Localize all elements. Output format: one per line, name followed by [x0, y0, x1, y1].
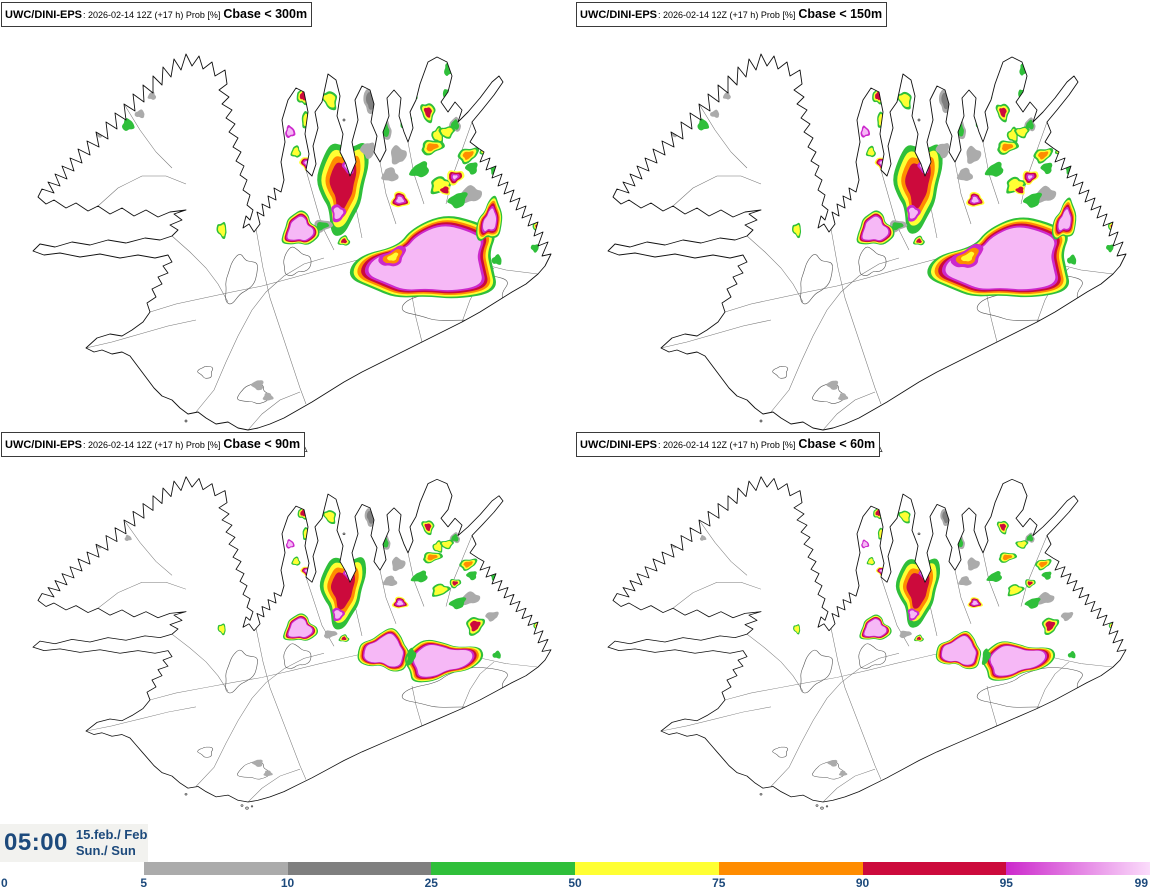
colorbar-segment: [718, 862, 863, 875]
valid-time-box: 05:00 15.feb./ Feb Sun./ Sun: [0, 824, 148, 862]
valid-time: 05:00: [4, 829, 68, 856]
colorbar-tick-label: 10: [280, 876, 295, 890]
colorbar-tick-label: 0: [1, 876, 8, 890]
map-panel-cbase-90m: UWC/DINI-EPS: 2026-02-14 12Z (+17 h) Pro…: [0, 430, 575, 815]
iceland-map: [32, 19, 552, 439]
colorbar-tick-label: 75: [712, 876, 726, 890]
run-info: : 2026-02-14 12Z (+17 h) Prob [%]: [658, 10, 796, 20]
map-panel-cbase-60m: UWC/DINI-EPS: 2026-02-14 12Z (+17 h) Pro…: [575, 430, 1150, 815]
run-info: : 2026-02-14 12Z (+17 h) Prob [%]: [83, 440, 221, 450]
threshold-label: Cbase < 300m: [223, 7, 308, 21]
colorbar-tick-label: 25: [424, 876, 438, 890]
threshold-label: Cbase < 150m: [798, 7, 883, 21]
run-info: : 2026-02-14 12Z (+17 h) Prob [%]: [83, 10, 221, 20]
threshold-label: Cbase < 90m: [223, 437, 301, 451]
iceland-map: [607, 19, 1127, 439]
panel-title-box: UWC/DINI-EPS: 2026-02-14 12Z (+17 h) Pro…: [576, 432, 881, 457]
colorbar-tick-label: 50: [568, 876, 582, 890]
threshold-label: Cbase < 60m: [798, 437, 876, 451]
map-panel-cbase-150m: UWC/DINI-EPS: 2026-02-14 12Z (+17 h) Pro…: [575, 0, 1150, 445]
iceland-map: [607, 446, 1127, 810]
colorbar-segment: [575, 862, 719, 875]
panel-title-box: UWC/DINI-EPS: 2026-02-14 12Z (+17 h) Pro…: [576, 2, 888, 27]
colorbar-tick-label: 5: [140, 876, 148, 890]
colorbar-tick-label: 90: [855, 876, 870, 890]
colorbar-tick-labels: 0 5 10 25 50 75 90 95 99: [0, 876, 1150, 891]
panel-title-box: UWC/DINI-EPS: 2026-02-14 12Z (+17 h) Pro…: [1, 2, 313, 27]
colorbar-segment: [143, 862, 288, 875]
colorbar-tick-label: 95: [999, 876, 1013, 890]
model-name: UWC/DINI-EPS: [5, 9, 82, 21]
colorbar-tick-label: 99: [1134, 876, 1148, 890]
colorbar-segment: [1006, 862, 1150, 875]
model-name: UWC/DINI-EPS: [580, 439, 657, 451]
colorbar-segment: [0, 862, 144, 875]
colorbar-segment: [862, 862, 1007, 875]
run-info: : 2026-02-14 12Z (+17 h) Prob [%]: [658, 440, 796, 450]
colorbar-segment: [287, 862, 432, 875]
colorbar-segment: [431, 862, 575, 875]
model-name: UWC/DINI-EPS: [580, 9, 657, 21]
probability-colorbar: [0, 862, 1150, 875]
valid-date-line1: 15.feb./ Feb: [75, 827, 148, 843]
map-panel-cbase-300m: UWC/DINI-EPS: 2026-02-14 12Z (+17 h) Pro…: [0, 0, 575, 445]
iceland-map: [32, 446, 552, 810]
valid-date: 15.feb./ Feb Sun./ Sun: [76, 827, 148, 858]
panel-title-box: UWC/DINI-EPS: 2026-02-14 12Z (+17 h) Pro…: [1, 432, 306, 457]
valid-date-line2: Sun./ Sun: [75, 843, 136, 858]
model-name: UWC/DINI-EPS: [5, 439, 82, 451]
